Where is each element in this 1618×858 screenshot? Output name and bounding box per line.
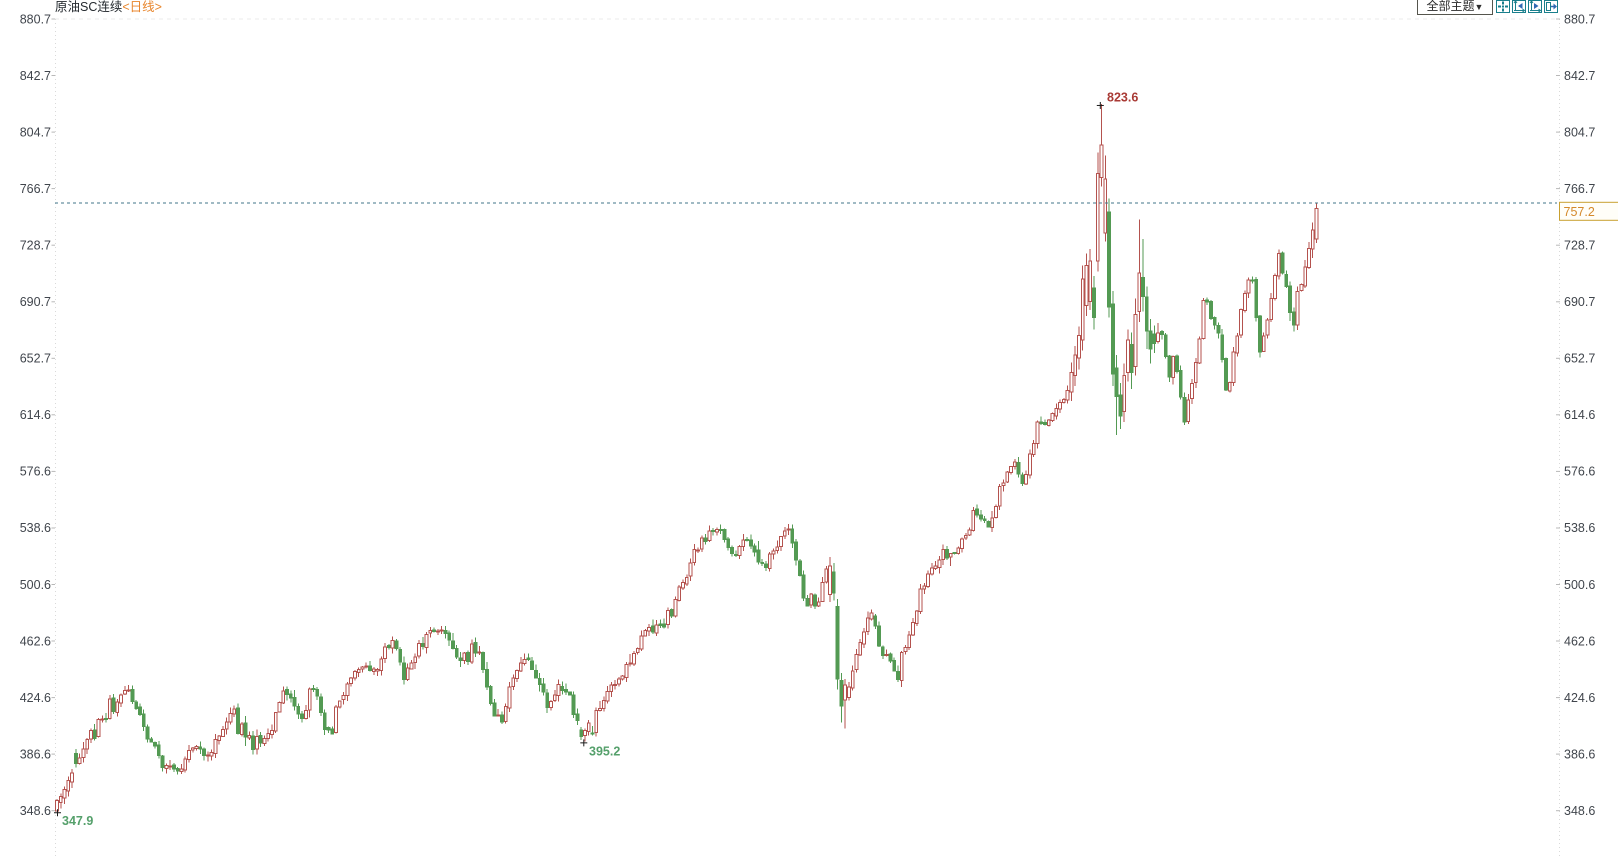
svg-text:538.6: 538.6 — [20, 521, 51, 535]
svg-text:880.7: 880.7 — [20, 12, 51, 26]
svg-text:538.6: 538.6 — [1564, 521, 1595, 535]
svg-text:690.7: 690.7 — [1564, 295, 1595, 309]
svg-text:652.7: 652.7 — [20, 352, 51, 366]
svg-text:347.9: 347.9 — [62, 814, 93, 828]
svg-text:386.6: 386.6 — [20, 747, 51, 761]
svg-text:462.6: 462.6 — [20, 634, 51, 648]
svg-text:424.6: 424.6 — [1564, 691, 1595, 705]
svg-text:823.6: 823.6 — [1107, 91, 1138, 105]
svg-text:原油SC连续<日线>: 原油SC连续<日线> — [55, 0, 162, 14]
svg-text:728.7: 728.7 — [1564, 239, 1595, 253]
svg-text:804.7: 804.7 — [1564, 125, 1595, 139]
svg-text:576.6: 576.6 — [1564, 465, 1595, 479]
svg-text:395.2: 395.2 — [589, 744, 620, 758]
svg-text:652.7: 652.7 — [1564, 352, 1595, 366]
svg-text:348.6: 348.6 — [1564, 804, 1595, 818]
svg-text:500.6: 500.6 — [1564, 578, 1595, 592]
svg-text:804.7: 804.7 — [20, 125, 51, 139]
svg-text:614.6: 614.6 — [20, 408, 51, 422]
svg-text:614.6: 614.6 — [1564, 408, 1595, 422]
svg-text:690.7: 690.7 — [20, 295, 51, 309]
svg-text:348.6: 348.6 — [20, 804, 51, 818]
svg-text:576.6: 576.6 — [20, 465, 51, 479]
svg-text:766.7: 766.7 — [20, 182, 51, 196]
svg-text:842.7: 842.7 — [20, 69, 51, 83]
svg-text:728.7: 728.7 — [20, 239, 51, 253]
svg-text:842.7: 842.7 — [1564, 69, 1595, 83]
svg-text:880.7: 880.7 — [1564, 12, 1595, 26]
svg-text:757.2: 757.2 — [1564, 205, 1595, 219]
svg-text:500.6: 500.6 — [20, 578, 51, 592]
svg-text:766.7: 766.7 — [1564, 182, 1595, 196]
svg-text:424.6: 424.6 — [20, 691, 51, 705]
svg-text:462.6: 462.6 — [1564, 634, 1595, 648]
svg-text:386.6: 386.6 — [1564, 747, 1595, 761]
